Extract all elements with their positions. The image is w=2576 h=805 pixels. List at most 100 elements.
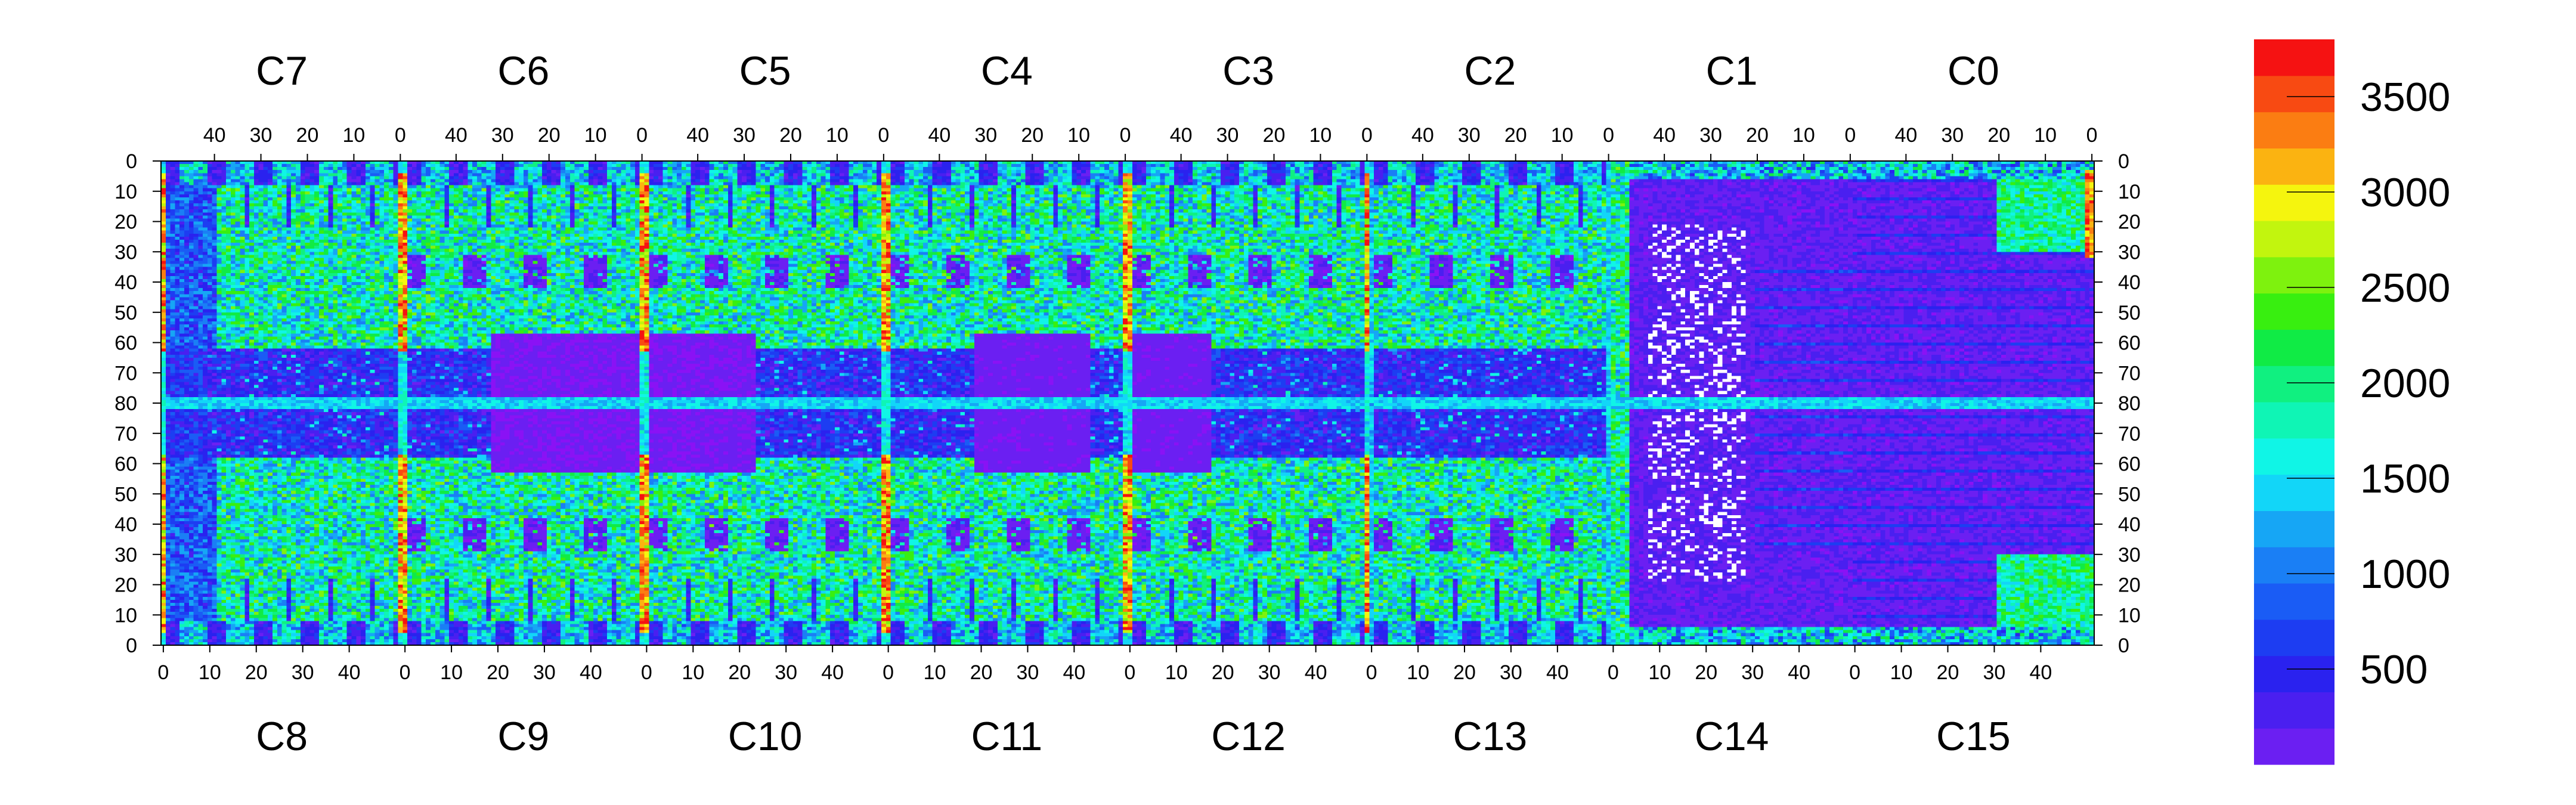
top-x-tick-label: 20 — [779, 124, 802, 147]
colorbar-segment — [2254, 184, 2334, 221]
chip-label-bottom: C13 — [1453, 714, 1528, 759]
right-y-tick-label: 50 — [2118, 302, 2141, 324]
bottom-x-tick-label: 30 — [775, 661, 797, 684]
top-x-tick-label: 20 — [1263, 124, 1286, 147]
left-y-tick-label: 50 — [114, 483, 137, 506]
colorbar-segment — [2254, 402, 2334, 439]
left-y-tick-label: 0 — [126, 634, 137, 657]
colorbar-tick-label: 2000 — [2360, 361, 2450, 406]
top-x-tick-label: 40 — [1653, 124, 1676, 147]
bottom-x-tick-label: 20 — [245, 661, 268, 684]
colorbar-segment — [2254, 728, 2334, 765]
left-y-tick-label: 10 — [114, 181, 137, 203]
bottom-x-tick-label: 20 — [970, 661, 993, 684]
bottom-x-tick-label: 20 — [728, 661, 751, 684]
colorbar-tick-label: 3000 — [2360, 170, 2450, 215]
top-x-tick-label: 20 — [1504, 124, 1527, 147]
bottom-x-tick-label: 40 — [1063, 661, 1085, 684]
bottom-x-tick-label: 20 — [1937, 661, 1959, 684]
bottom-x-tick-label: 20 — [1453, 661, 1476, 684]
right-y-tick-label: 60 — [2118, 332, 2141, 355]
left-y-tick-label: 20 — [114, 211, 137, 234]
top-x-tick-label: 20 — [1746, 124, 1769, 147]
bottom-x-tick-label: 0 — [1608, 661, 1619, 684]
chip-label-top: C6 — [497, 48, 549, 94]
chip-label-bottom: C14 — [1695, 714, 1769, 759]
top-x-tick-label: 0 — [636, 124, 648, 147]
top-x-tick-label: 40 — [928, 124, 950, 147]
axes: 40 40 40 40 40 40 40 40 30 30 30 30 30 30 30 30 20 20 20 20… — [114, 124, 2141, 684]
top-x-tick-label: 0 — [2086, 124, 2098, 147]
chip-label-top: C1 — [1706, 48, 1758, 94]
top-x-tick-label: 40 — [686, 124, 709, 147]
chip-labels: C7 C6 C5 C4 C3 C2 C1 C0 C8 C9 C10 C11 C12 C13 C14 C15 — [256, 48, 2011, 759]
bottom-x-tick-label: 0 — [1849, 661, 1860, 684]
left-y-tick-label: 0 — [126, 150, 137, 173]
bottom-x-tick-label: 40 — [338, 661, 361, 684]
top-x-tick-label: 30 — [974, 124, 997, 147]
colorbar-segment — [2254, 148, 2334, 185]
colorbar-segment — [2254, 619, 2334, 657]
top-x-tick-label: 20 — [1021, 124, 1044, 147]
bottom-x-tick-label: 0 — [641, 661, 652, 684]
bottom-x-tick-label: 10 — [199, 661, 221, 684]
top-x-tick-label: 0 — [878, 124, 889, 147]
colorbar-tick-label: 1000 — [2360, 552, 2450, 597]
chip-label-top: C3 — [1222, 48, 1274, 94]
top-x-tick-label: 0 — [1603, 124, 1614, 147]
colorbar-segment — [2254, 583, 2334, 620]
right-y-tick-label: 70 — [2118, 423, 2141, 445]
top-x-tick-label: 30 — [250, 124, 273, 147]
colorbar-tick-label: 1500 — [2360, 456, 2450, 501]
top-x-tick-label: 40 — [203, 124, 226, 147]
colorbar-segment — [2254, 510, 2334, 547]
chip-label-bottom: C15 — [1936, 714, 2011, 759]
bottom-x-tick-label: 0 — [1366, 661, 1377, 684]
colorbar-segment — [2254, 366, 2334, 402]
top-x-tick-label: 10 — [1792, 124, 1815, 147]
top-x-tick-label: 0 — [1844, 124, 1856, 147]
colorbar-segment — [2254, 329, 2334, 366]
bottom-x-tick-label: 10 — [1407, 661, 1429, 684]
colorbar-segment — [2254, 75, 2334, 113]
chip-label-bottom: C9 — [497, 714, 549, 759]
top-x-tick-label: 10 — [1067, 124, 1090, 147]
chip-label-top: C2 — [1464, 48, 1516, 94]
right-y-tick-label: 0 — [2118, 150, 2129, 173]
chip-label-bottom: C12 — [1211, 714, 1286, 759]
colorbar-segment — [2254, 692, 2334, 729]
bottom-x-tick-label: 0 — [883, 661, 894, 684]
bottom-x-tick-label: 20 — [1695, 661, 1717, 684]
right-y-tick-label: 10 — [2118, 604, 2141, 627]
top-x-tick-label: 40 — [445, 124, 467, 147]
top-x-tick-label: 10 — [343, 124, 366, 147]
top-x-tick-label: 30 — [1458, 124, 1481, 147]
top-x-tick-label: 10 — [826, 124, 849, 147]
chip-label-bottom: C10 — [728, 714, 803, 759]
right-y-tick-label: 20 — [2118, 574, 2141, 597]
left-y-tick-label: 80 — [114, 392, 137, 415]
colorbar-segment — [2254, 221, 2334, 258]
bottom-x-tick-label: 30 — [1017, 661, 1039, 684]
colorbar-segment — [2254, 438, 2334, 475]
left-y-tick-label: 70 — [114, 362, 137, 385]
top-x-tick-label: 30 — [1941, 124, 1964, 147]
bottom-x-tick-label: 0 — [1124, 661, 1135, 684]
top-x-tick-label: 10 — [1309, 124, 1332, 147]
bottom-x-tick-label: 30 — [1983, 661, 2006, 684]
top-x-tick-label: 0 — [1120, 124, 1131, 147]
chip-label-top: C0 — [1948, 48, 1999, 94]
bottom-x-tick-label: 30 — [1500, 661, 1522, 684]
right-y-tick-label: 20 — [2118, 211, 2141, 234]
bottom-x-tick-label: 40 — [580, 661, 602, 684]
right-y-tick-label: 80 — [2118, 392, 2141, 415]
heatmap-image — [161, 161, 2094, 645]
colorbar-segment — [2254, 474, 2334, 511]
right-y-tick-label: 30 — [2118, 544, 2141, 566]
bottom-x-tick-label: 10 — [924, 661, 946, 684]
left-y-tick-label: 60 — [114, 332, 137, 355]
top-x-tick-label: 30 — [733, 124, 756, 147]
bottom-x-tick-label: 40 — [1788, 661, 1810, 684]
chip-label-top: C5 — [739, 48, 791, 94]
left-y-tick-label: 50 — [114, 302, 137, 324]
